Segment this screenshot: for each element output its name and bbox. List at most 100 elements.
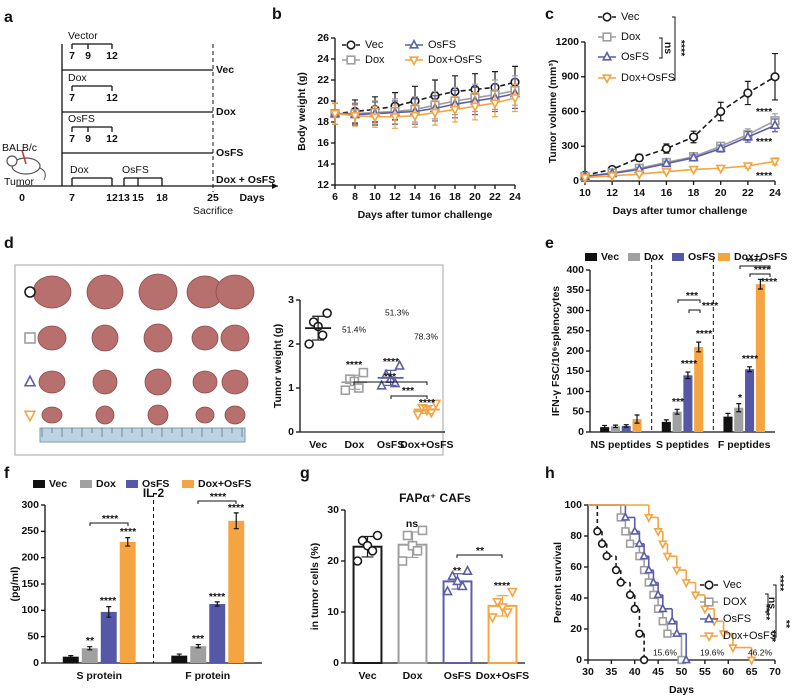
bar: [755, 284, 765, 432]
marker: [690, 591, 701, 601]
bar: [600, 427, 610, 432]
x-tick-label: 35: [606, 666, 618, 678]
y-tick-label: 1200: [556, 36, 580, 48]
y-tick-label: 22: [317, 74, 329, 86]
x-tick-label: 14: [409, 191, 421, 203]
y-axis-label: Body weight (g): [296, 72, 308, 151]
y-tick-label: 0: [576, 654, 582, 666]
x-tick-label: 55: [699, 666, 711, 678]
legend-label: Vec: [601, 251, 619, 263]
annotation: ****: [746, 256, 763, 268]
annotation: ***: [672, 396, 685, 408]
marker: [661, 143, 672, 154]
annotation: ****: [760, 604, 772, 621]
x-tick-label: OsFS: [444, 670, 471, 682]
marker: [634, 170, 645, 181]
y-tick-label: 14: [317, 158, 329, 170]
annotation: ***: [766, 630, 778, 643]
marker: [653, 589, 663, 599]
marker: [349, 112, 361, 122]
series-line: [334, 97, 516, 118]
y-tick-label: 250: [566, 325, 584, 337]
x-tick-label: 24: [509, 191, 521, 203]
marker: [429, 108, 441, 119]
x-tick-label: 70: [769, 666, 781, 678]
x-tick-label: 14: [633, 187, 645, 199]
group-label: OsFS: [216, 147, 243, 159]
bar: [661, 421, 671, 432]
x-tick-label: 6: [332, 191, 338, 203]
x-tick-label: 10: [579, 187, 591, 199]
marker: [611, 565, 621, 575]
annotation: ***: [686, 290, 699, 302]
y-tick-label: 3: [288, 294, 294, 306]
marker: [489, 99, 501, 110]
annotation: **: [453, 565, 462, 577]
y-tick-label: 1: [288, 382, 294, 394]
annotation: ****: [102, 513, 119, 525]
y-tick-label: 300: [566, 304, 584, 316]
x-tick-label: 45: [652, 666, 664, 678]
legend-label: Dox: [621, 31, 641, 43]
bar: [610, 426, 620, 432]
panel-label: b: [272, 6, 282, 23]
legend-label: OsFS: [723, 613, 751, 625]
dose-day: 7: [69, 133, 75, 145]
annotation: ****: [100, 595, 117, 607]
error-bar: [233, 512, 239, 530]
annotation: *: [738, 392, 743, 404]
axis-label: Days: [239, 192, 264, 204]
marker: [621, 527, 630, 536]
bracket: [89, 522, 129, 526]
tumor: [195, 406, 215, 424]
x-tick-label: Vec: [309, 439, 327, 451]
legend-marker: [703, 612, 715, 623]
x-tick-label: 50: [676, 666, 688, 678]
day-label: 15: [132, 192, 144, 204]
bar: [621, 425, 631, 432]
mouse-icon: [6, 149, 46, 181]
legend-label: Dox: [96, 478, 116, 490]
y-axis-label: Tumor weight (g): [272, 324, 284, 408]
x-tick-label: S protein: [76, 670, 122, 682]
x-tick-label: Dox: [403, 670, 423, 682]
bar: [228, 520, 245, 663]
marker: [449, 105, 461, 116]
marker: [663, 629, 672, 638]
bar: [209, 604, 226, 663]
marker: [715, 164, 726, 175]
y-tick-label: 900: [561, 71, 579, 83]
x-tick-label: 30: [582, 666, 594, 678]
legend-swatch: [672, 253, 684, 261]
marker: [718, 630, 729, 640]
annotation: 78.3%: [414, 331, 439, 341]
series-line: [584, 160, 776, 179]
y-tick-label: 100: [564, 499, 582, 511]
tumor: [147, 404, 169, 426]
marker: [634, 538, 645, 548]
error-bar: [384, 369, 397, 386]
tumor: [37, 325, 67, 351]
legend-swatch: [182, 480, 194, 488]
marker: [672, 566, 682, 576]
x-tick-label: Dox+OsFS: [400, 439, 453, 451]
y-tick-label: 24: [317, 53, 329, 65]
annotation: **: [86, 635, 95, 647]
marker: [394, 359, 405, 370]
marker: [630, 604, 639, 614]
y-tick-label: 10: [327, 606, 339, 618]
bar: [119, 541, 136, 663]
marker: [661, 168, 672, 178]
y-tick-label: 16: [317, 137, 329, 149]
drug-label: OsFS: [68, 113, 95, 125]
legend-marker: [601, 50, 613, 61]
marker: [329, 109, 341, 120]
marker: [579, 173, 591, 184]
marker: [389, 377, 401, 388]
y-tick-label: 2: [288, 338, 294, 350]
marker: [397, 556, 408, 566]
annotation: **: [476, 545, 485, 557]
marker: [742, 162, 753, 173]
y-tick-label: 12: [317, 179, 329, 191]
